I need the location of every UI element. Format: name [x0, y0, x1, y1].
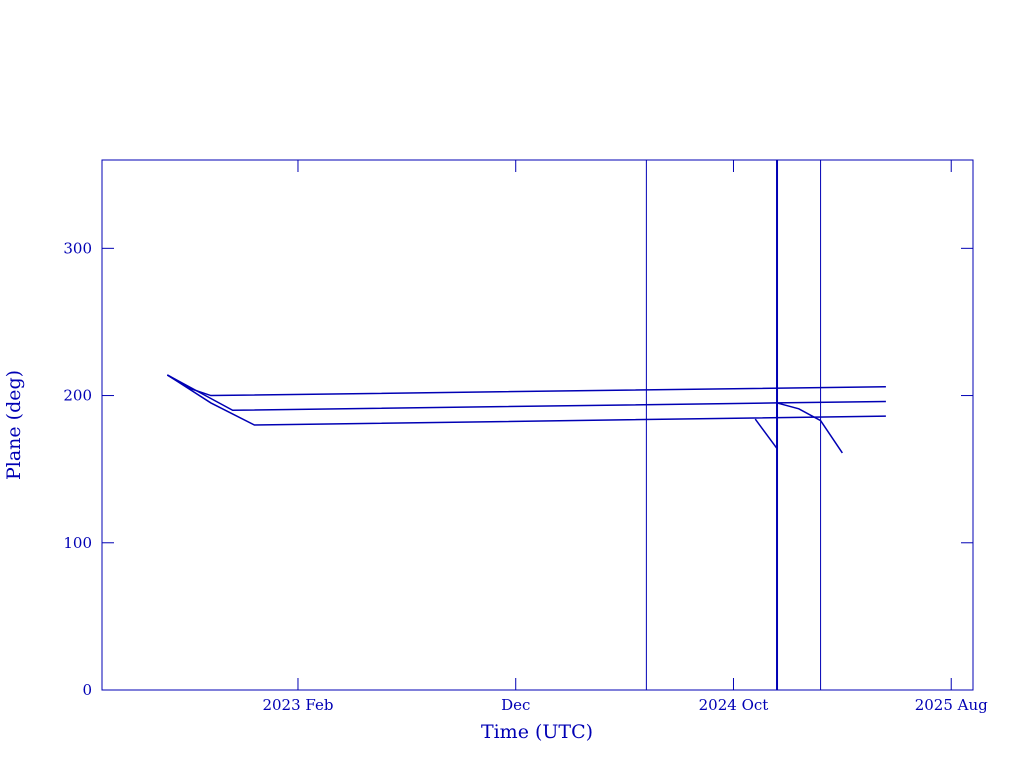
x-tick-label: 2023 Feb: [262, 696, 333, 714]
y-tick-label: 0: [82, 681, 92, 699]
y-tick-label: 300: [63, 239, 92, 257]
y-axis-label: Plane (deg): [3, 370, 25, 480]
plot-frame: [101, 159, 974, 691]
data-line: [166, 374, 886, 412]
x-tick-label: 2024 Oct: [699, 696, 769, 714]
data-line: [166, 374, 886, 397]
x-tick-label: 2025 Aug: [915, 696, 988, 714]
x-axis-label: Time (UTC): [481, 721, 593, 743]
data-line: [166, 374, 886, 426]
data-line: [754, 418, 778, 450]
data-line: [776, 402, 843, 454]
y-tick-label: 100: [63, 534, 92, 552]
x-tick-label: Dec: [501, 696, 530, 714]
y-tick-label: 200: [63, 387, 92, 405]
